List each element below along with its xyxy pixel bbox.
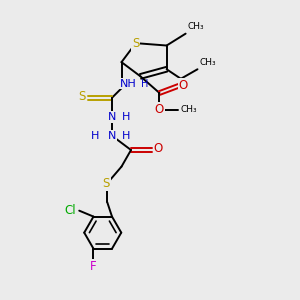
Text: N: N — [108, 112, 116, 122]
Text: O: O — [154, 142, 163, 155]
Text: NH: NH — [120, 79, 137, 88]
Text: N: N — [108, 131, 116, 141]
Text: O: O — [155, 103, 164, 116]
Text: O: O — [178, 80, 188, 92]
Text: CH₃: CH₃ — [181, 105, 197, 114]
Text: Cl: Cl — [64, 204, 76, 217]
Text: H: H — [122, 112, 130, 122]
Text: CH₃: CH₃ — [200, 58, 217, 67]
Text: F: F — [90, 260, 97, 273]
Text: S: S — [132, 37, 140, 50]
Text: CH₃: CH₃ — [188, 22, 205, 31]
Text: H: H — [91, 131, 100, 141]
Text: S: S — [102, 177, 110, 190]
Text: H: H — [122, 131, 130, 141]
Text: H: H — [140, 79, 148, 88]
Text: S: S — [79, 90, 86, 103]
